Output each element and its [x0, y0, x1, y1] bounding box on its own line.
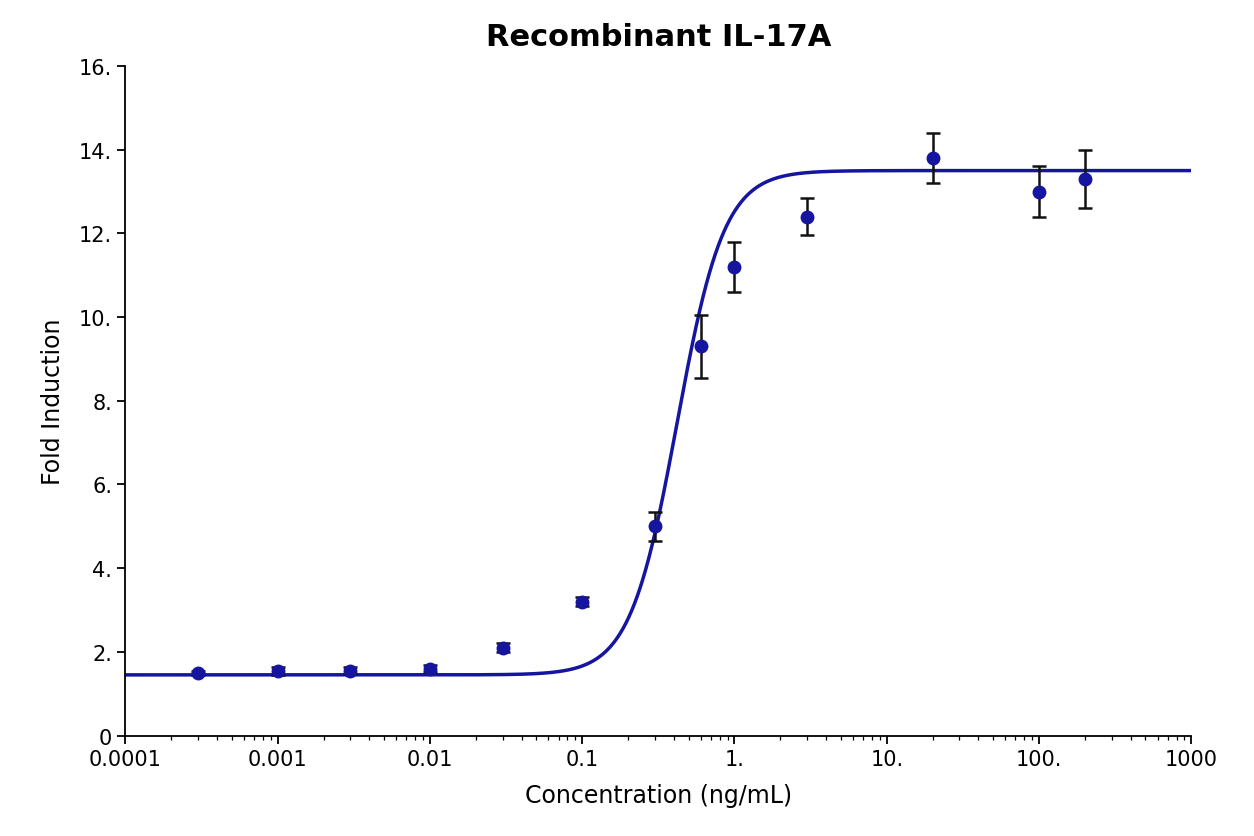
- Y-axis label: Fold Induction: Fold Induction: [41, 319, 65, 484]
- X-axis label: Concentration (ng/mL): Concentration (ng/mL): [524, 782, 793, 807]
- Title: Recombinant IL-17A: Recombinant IL-17A: [485, 23, 831, 52]
